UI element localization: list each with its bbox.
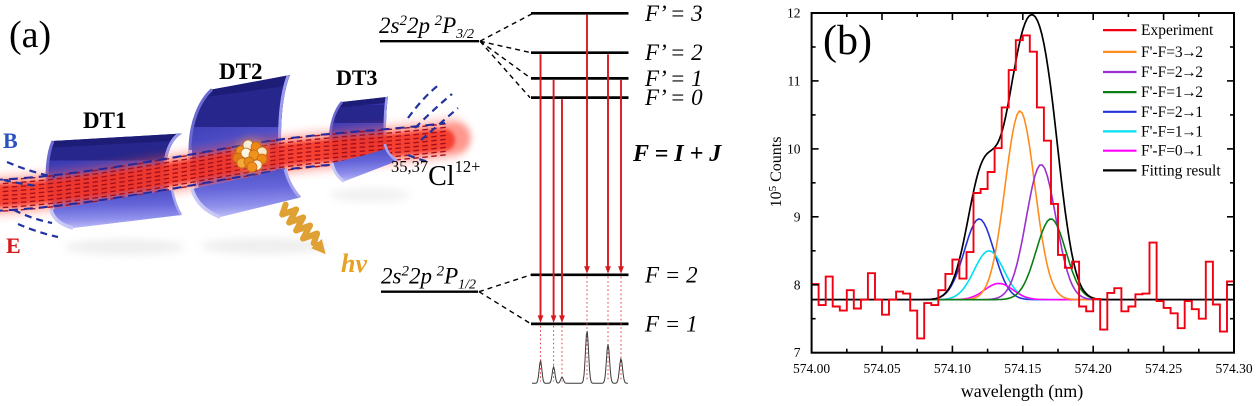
svg-text:DT1: DT1 [83, 108, 126, 133]
svg-text:12: 12 [787, 6, 801, 21]
svg-text:hν: hν [341, 249, 367, 278]
svg-text:574.05: 574.05 [863, 361, 900, 376]
svg-text:E: E [6, 233, 21, 258]
svg-text:F = 1: F = 1 [644, 311, 698, 336]
svg-text:B: B [3, 128, 18, 153]
svg-text:(a): (a) [9, 14, 51, 56]
svg-text:Experiment: Experiment [1141, 22, 1214, 39]
svg-text:10: 10 [787, 141, 801, 156]
svg-text:574.10: 574.10 [934, 361, 971, 376]
svg-text:7: 7 [794, 345, 801, 360]
svg-text:574.25: 574.25 [1145, 361, 1182, 376]
svg-text:F’ = 0: F’ = 0 [644, 85, 703, 110]
svg-text:2s22p 2P3/2: 2s22p 2P3/2 [379, 13, 474, 42]
svg-text:wavelength (nm): wavelength (nm) [961, 381, 1083, 402]
svg-text:DT3: DT3 [336, 65, 378, 90]
svg-text:574.30: 574.30 [1215, 361, 1252, 376]
svg-text:F'-F=0→1: F'-F=0→1 [1141, 143, 1203, 160]
svg-text:Fitting result: Fitting result [1141, 162, 1221, 179]
svg-text:574.20: 574.20 [1075, 361, 1112, 376]
svg-text:F'-F=2→2: F'-F=2→2 [1141, 64, 1203, 81]
svg-text:F'-F=2→1: F'-F=2→1 [1141, 104, 1203, 121]
svg-text:11: 11 [788, 73, 801, 88]
svg-text:574.15: 574.15 [1004, 361, 1041, 376]
svg-text:F'-F=1→1: F'-F=1→1 [1141, 123, 1203, 140]
svg-text:F’ = 2: F’ = 2 [644, 40, 703, 65]
svg-text:(b): (b) [823, 18, 872, 64]
svg-text:9: 9 [794, 209, 801, 224]
svg-text:F = I + J: F = I + J [632, 141, 722, 167]
svg-text:F’ = 3: F’ = 3 [644, 1, 703, 26]
svg-text:DT2: DT2 [219, 59, 262, 84]
svg-text:35,37Cl12+: 35,37Cl12+ [391, 157, 480, 192]
svg-text:F'-F=3→2: F'-F=3→2 [1141, 44, 1203, 61]
svg-text:8: 8 [794, 277, 801, 292]
svg-text:F’ = 1: F’ = 1 [644, 66, 703, 91]
svg-text:105 Counts: 105 Counts [767, 137, 785, 208]
svg-text:574.00: 574.00 [793, 361, 830, 376]
svg-text:F'-F=1→2: F'-F=1→2 [1141, 84, 1203, 101]
svg-text:F = 2: F = 2 [644, 262, 698, 287]
